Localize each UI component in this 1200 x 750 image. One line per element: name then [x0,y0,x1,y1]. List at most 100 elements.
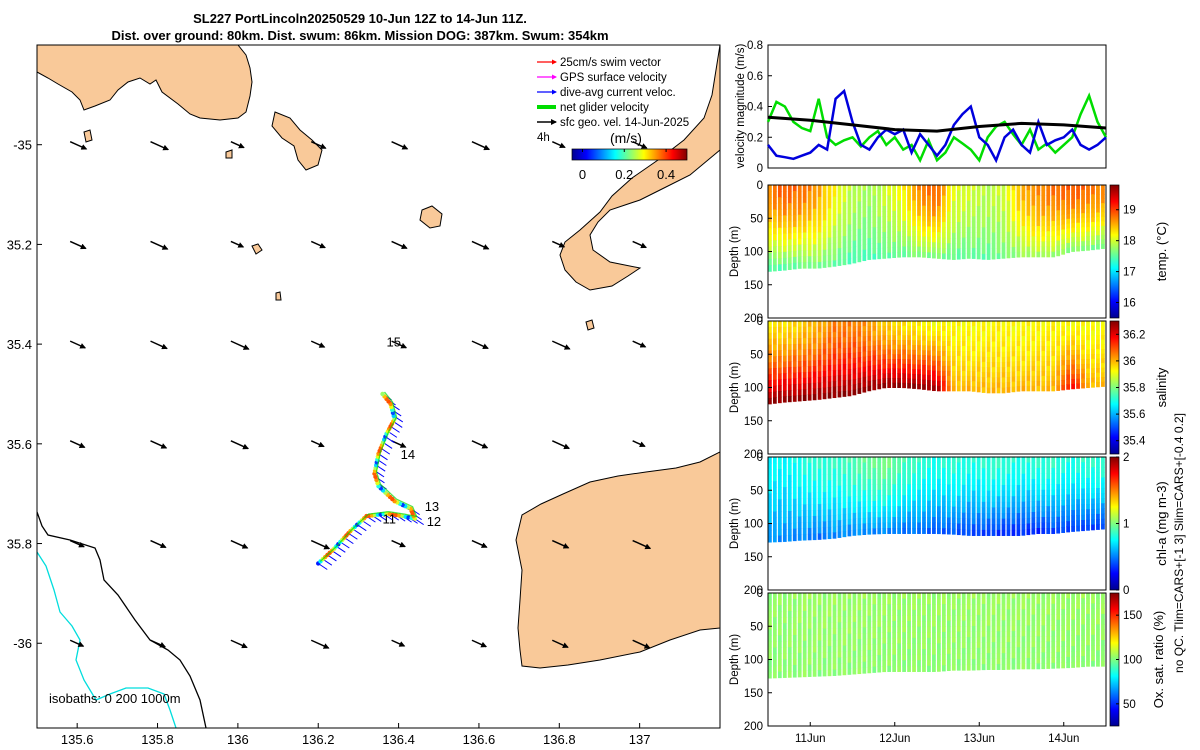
temperature-cell [867,227,872,234]
salinity-cell [1011,356,1016,362]
oxygen-cell [872,644,877,651]
oxygen-cell [976,653,981,660]
chlorophyll-cell [1071,520,1075,527]
salinity-cell [1061,360,1066,366]
temperature-cell [937,221,941,228]
oxygen-cell [887,649,892,656]
salinity-cell [1071,354,1075,361]
temperature-cell [892,210,897,217]
temperature-cell [812,244,817,251]
chlorophyll-cell [1021,468,1026,475]
geo-vector-arrow [310,539,331,550]
salinity-cell [842,380,847,387]
oxygen-cell [927,649,931,656]
temperature-cell [807,202,812,210]
salinity-cell [1006,341,1011,347]
salinity-cell [862,381,867,388]
oxygen-cell [1026,620,1031,626]
salinity-cell [857,388,862,394]
temperature-cell [966,195,971,202]
salinity-cell [1091,354,1095,360]
chlorophyll-cell [961,529,966,536]
temperature-cell [917,246,921,253]
salinity-cell [941,375,946,382]
oxygen-cell [802,610,807,618]
temperature-cell [1046,246,1051,253]
isobath-200-line [37,551,177,728]
temperature-cell [1076,203,1080,210]
temperature-cell [927,226,931,233]
temperature-cell [922,210,926,217]
salinity-cell [782,332,787,339]
temperature-cell [956,248,961,255]
salinity-cell [877,321,882,327]
salinity-cell [961,385,966,392]
oxygen-cell [1101,619,1105,625]
oxygen-cell [797,593,802,600]
salinity-cell [892,354,897,360]
temperature-cell [1011,190,1016,196]
chlorophyll-cell [787,469,792,476]
oxygen-cell [802,670,807,678]
temperature-cell [976,200,981,207]
oxygen-cell [772,647,777,655]
chlorophyll-cell [971,485,976,492]
chlorophyll-cell [842,479,847,486]
oxygen-cell [867,632,872,640]
chlorophyll-cell [922,500,926,507]
salinity-cell [827,381,832,388]
oxygen-cell [1076,651,1080,657]
temperature-cell [902,226,906,232]
chlorophyll-cell [768,511,772,519]
chlorophyll-cell [922,457,926,463]
oxygen-cell [1081,640,1085,647]
oxygen-cell [986,642,991,649]
temperature-cell [902,190,906,196]
chlorophyll-cell [1066,510,1071,517]
salinity-cell [1096,321,1100,327]
salinity-cell [837,391,842,398]
oxygen-cell [812,610,817,618]
temperature-cell [1101,203,1105,209]
oxygen-cell [1056,593,1061,599]
salinity-colorbar-label: salinity [1154,367,1169,407]
salinity-cell [907,378,911,384]
salinity-cell [1041,330,1046,337]
chlorophyll-cell [797,480,802,488]
temperature-cell [1036,200,1041,207]
salinity-cell [927,385,931,391]
chlorophyll-cell [946,517,951,524]
salinity-cell [986,382,991,389]
oxygen-cell [951,609,956,616]
chlorophyll-cell [837,479,842,487]
oxygen-cell [1071,662,1075,668]
oxygen-cell [1001,598,1006,605]
oxygen-cell [872,615,877,622]
chlorophyll-cell [1091,467,1095,474]
chlorophyll-cell [971,479,976,486]
oxygen-cell [1096,608,1100,615]
oxygen-cell [996,593,1001,599]
salinity-cell [1061,321,1066,327]
salinity-cell [1071,369,1075,375]
chlorophyll-cell [832,485,837,493]
oxygen-cell [991,664,996,670]
temperature-cell [787,245,792,252]
temperature-cell [807,220,812,228]
oxygen-cell [817,634,822,641]
oxygen-cell [807,640,812,648]
salinity-cell [1066,369,1071,376]
salinity-cell [852,363,857,369]
temperature-cell [772,191,777,198]
chlorophyll-cell [1076,462,1080,469]
chlorophyll-cell [961,484,966,491]
salinity-cell [1026,360,1031,367]
chlorophyll-cell [1041,522,1046,529]
temperature-cell [1071,189,1075,195]
salinity-cell [797,343,802,351]
oxygen-cell [807,652,812,660]
oxygen-cell [1041,619,1046,626]
salinity-cell [1021,340,1026,347]
salinity-cell [867,360,872,367]
chlorophyll-cell [1051,484,1056,491]
